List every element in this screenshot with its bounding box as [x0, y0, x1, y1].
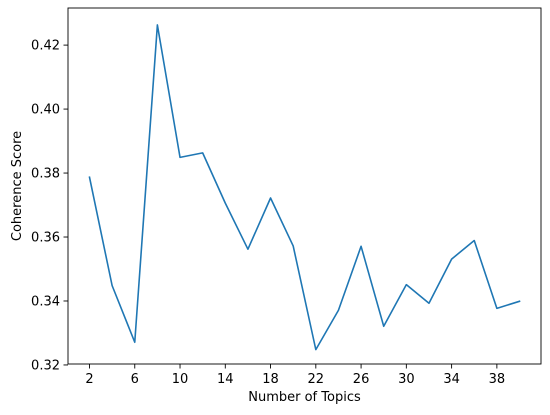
- y-axis: 0.32 0.34 0.36 0.38 0.40 0.42: [31, 39, 68, 373]
- series-line-0: [88, 24, 521, 351]
- x-tick-label: 22: [308, 372, 325, 387]
- plot-area: [68, 8, 541, 364]
- x-tick-label: 14: [217, 372, 234, 387]
- series-layer: [88, 24, 521, 351]
- y-tick-label: 0.40: [31, 103, 60, 118]
- x-tick-label: 38: [489, 372, 506, 387]
- x-tick-label: 26: [353, 372, 370, 387]
- x-tick-label: 6: [131, 372, 139, 387]
- y-axis-label: Coherence Score: [10, 131, 25, 241]
- y-tick-label: 0.38: [31, 167, 60, 182]
- plot-frame: [67, 7, 542, 365]
- x-axis: 2 6 10 14 18 22 26 30 34 38: [85, 364, 505, 387]
- axes-spines: [67, 7, 542, 365]
- x-tick-label: 34: [443, 372, 460, 387]
- x-tick-label: 10: [172, 372, 189, 387]
- plot-background: [68, 8, 541, 364]
- x-axis-label: Number of Topics: [248, 390, 361, 405]
- y-tick-label: 0.42: [31, 39, 60, 54]
- y-tick-label: 0.34: [31, 294, 60, 309]
- x-tick-label: 2: [85, 372, 93, 387]
- y-tick-label: 0.32: [31, 358, 60, 373]
- y-tick-label: 0.36: [31, 231, 60, 246]
- x-tick-label: 18: [262, 372, 279, 387]
- x-tick-label: 30: [398, 372, 415, 387]
